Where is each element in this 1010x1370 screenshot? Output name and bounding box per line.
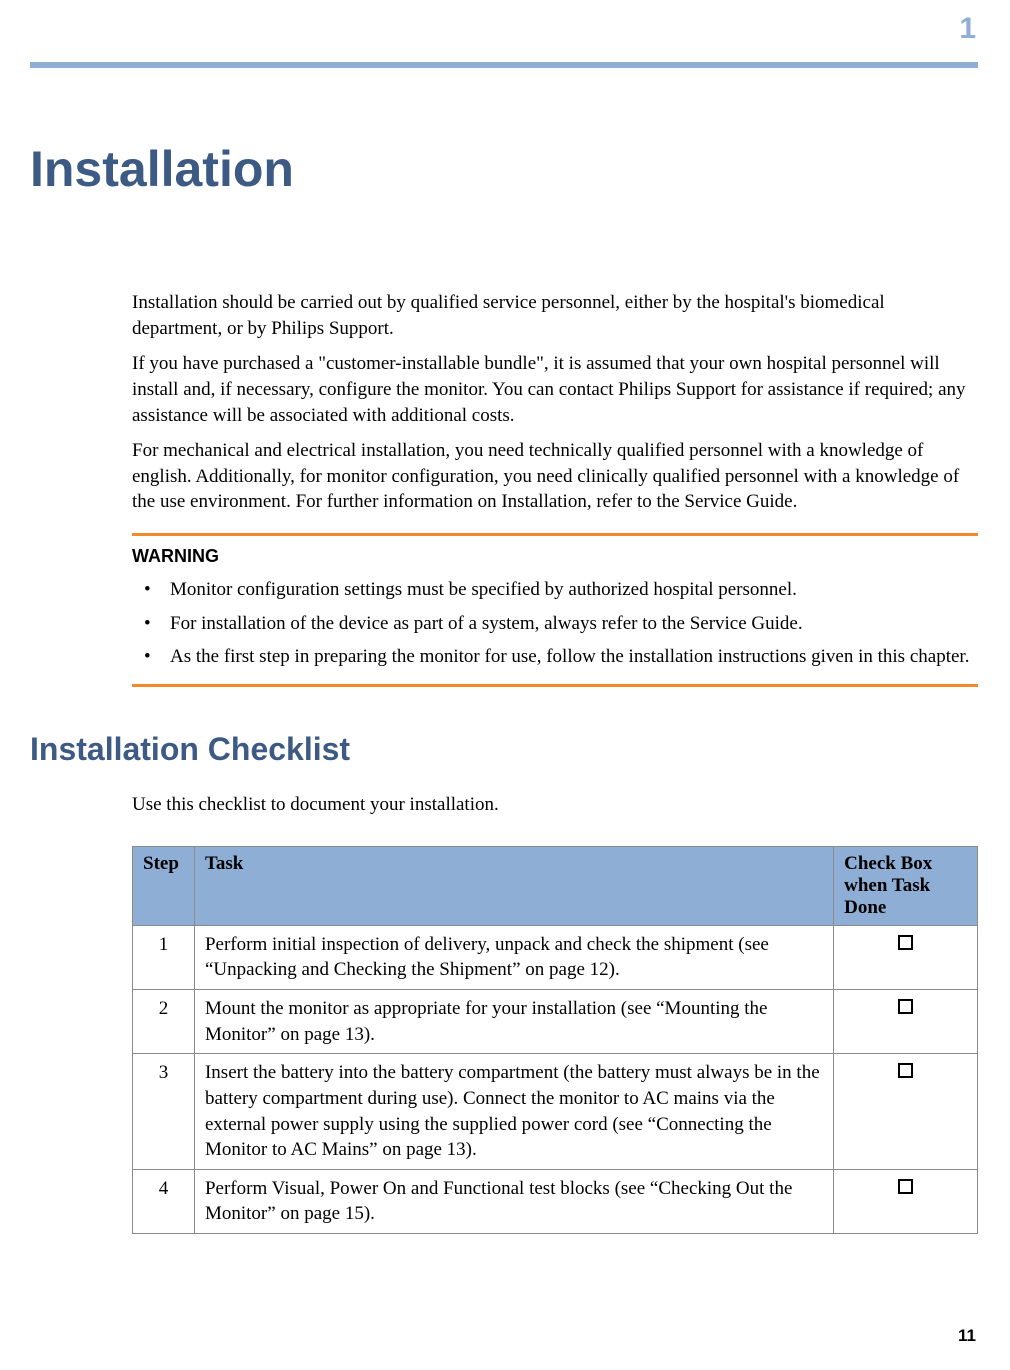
check-cell xyxy=(834,989,978,1053)
checkbox-icon[interactable] xyxy=(898,999,913,1014)
intro-paragraph-2: If you have purchased a "customer-instal… xyxy=(132,351,978,428)
warning-rule-top xyxy=(132,533,978,536)
checklist-table: Step Task Check Box when Task Done 1 Per… xyxy=(132,846,978,1234)
warning-item: Monitor configuration settings must be s… xyxy=(132,577,978,603)
table-row: 1 Perform initial inspection of delivery… xyxy=(133,925,978,989)
col-header-check: Check Box when Task Done xyxy=(834,846,978,925)
warning-label: WARNING xyxy=(132,546,978,567)
page-number: 11 xyxy=(958,1326,976,1346)
step-cell: 2 xyxy=(133,989,195,1053)
warning-item: For installation of the device as part o… xyxy=(132,611,978,637)
check-cell xyxy=(834,925,978,989)
task-cell: Insert the battery into the battery comp… xyxy=(194,1054,833,1170)
table-header-row: Step Task Check Box when Task Done xyxy=(133,846,978,925)
step-cell: 1 xyxy=(133,925,195,989)
intro-paragraph-1: Installation should be carried out by qu… xyxy=(132,290,978,341)
check-cell xyxy=(834,1054,978,1170)
checkbox-icon[interactable] xyxy=(898,1063,913,1078)
checkbox-icon[interactable] xyxy=(898,1179,913,1194)
section-heading: Installation Checklist xyxy=(30,731,978,768)
task-cell: Perform Visual, Power On and Functional … xyxy=(194,1169,833,1233)
task-cell: Mount the monitor as appropriate for you… xyxy=(194,989,833,1053)
warning-item: As the first step in preparing the monit… xyxy=(132,644,978,670)
table-row: 4 Perform Visual, Power On and Functiona… xyxy=(133,1169,978,1233)
body-content: Installation should be carried out by qu… xyxy=(132,290,978,1234)
page-title: Installation xyxy=(30,140,294,198)
intro-paragraph-3: For mechanical and electrical installati… xyxy=(132,438,978,515)
warning-list: Monitor configuration settings must be s… xyxy=(132,577,978,670)
checkbox-icon[interactable] xyxy=(898,935,913,950)
chapter-number: 1 xyxy=(959,12,976,46)
col-header-task: Task xyxy=(194,846,833,925)
checklist-intro: Use this checklist to document your inst… xyxy=(132,792,978,818)
check-cell xyxy=(834,1169,978,1233)
header-rule xyxy=(30,62,978,68)
col-header-step: Step xyxy=(133,846,195,925)
table-row: 2 Mount the monitor as appropriate for y… xyxy=(133,989,978,1053)
step-cell: 4 xyxy=(133,1169,195,1233)
step-cell: 3 xyxy=(133,1054,195,1170)
table-row: 3 Insert the battery into the battery co… xyxy=(133,1054,978,1170)
warning-rule-bottom xyxy=(132,684,978,687)
task-cell: Perform initial inspection of delivery, … xyxy=(194,925,833,989)
